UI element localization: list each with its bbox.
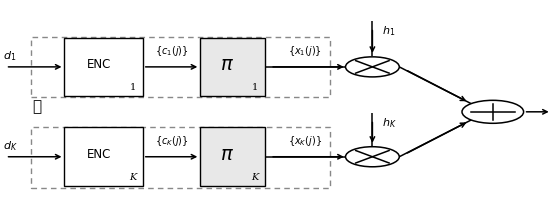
Text: ⋮: ⋮ xyxy=(32,101,41,115)
Text: $d_1$: $d_1$ xyxy=(3,50,16,63)
Text: $\{x_1(j)\}$: $\{x_1(j)\}$ xyxy=(288,44,322,58)
Text: $h_1$: $h_1$ xyxy=(382,24,396,38)
Circle shape xyxy=(462,100,524,123)
Text: K: K xyxy=(129,173,136,182)
Text: ENC: ENC xyxy=(87,58,111,71)
Circle shape xyxy=(346,147,399,167)
Text: $\pi$: $\pi$ xyxy=(220,56,234,74)
Bar xyxy=(64,38,143,96)
Bar xyxy=(31,37,330,97)
Text: ENC: ENC xyxy=(87,148,111,161)
Text: 1: 1 xyxy=(251,83,258,92)
Text: $h_K$: $h_K$ xyxy=(382,116,397,130)
Text: K: K xyxy=(251,173,258,182)
Text: $\{c_1(j)\}$: $\{c_1(j)\}$ xyxy=(155,44,188,58)
Text: $d_K$: $d_K$ xyxy=(3,139,17,153)
Bar xyxy=(31,127,330,188)
Text: $\{c_K(j)\}$: $\{c_K(j)\}$ xyxy=(155,134,188,148)
Circle shape xyxy=(346,57,399,77)
Bar xyxy=(64,127,143,186)
Text: 1: 1 xyxy=(129,83,136,92)
Text: $\{x_K(j)\}$: $\{x_K(j)\}$ xyxy=(288,134,322,148)
Bar xyxy=(200,38,264,96)
Bar xyxy=(200,127,264,186)
Text: $\pi$: $\pi$ xyxy=(220,146,234,164)
